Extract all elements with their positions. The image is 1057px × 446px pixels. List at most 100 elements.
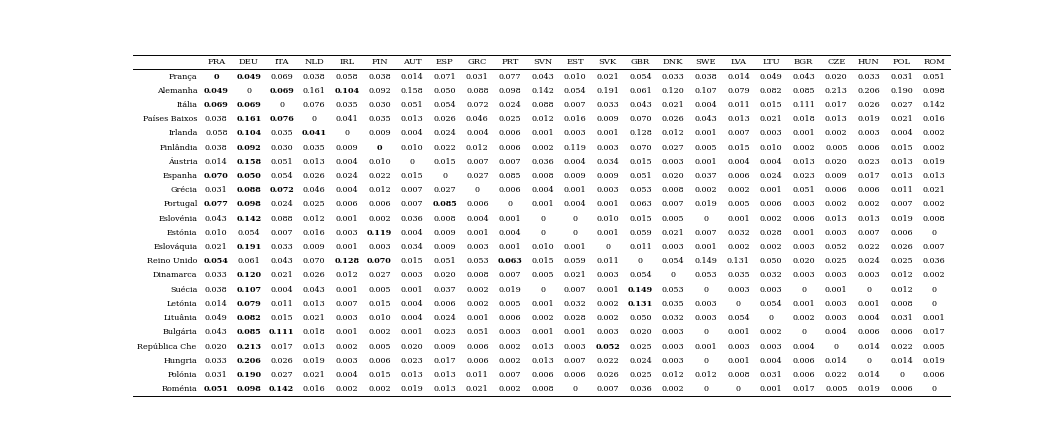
Text: 0.206: 0.206 xyxy=(857,87,880,95)
Text: 0.011: 0.011 xyxy=(890,186,913,194)
Text: 0.019: 0.019 xyxy=(857,385,880,393)
Text: 0: 0 xyxy=(573,385,578,393)
Text: 0.010: 0.010 xyxy=(368,158,391,166)
Text: 0.007: 0.007 xyxy=(564,357,587,365)
Text: 0.006: 0.006 xyxy=(727,172,749,180)
Text: 0.030: 0.030 xyxy=(368,101,391,109)
Text: 0.006: 0.006 xyxy=(760,200,782,208)
Text: 0.012: 0.012 xyxy=(890,286,913,293)
Text: 0: 0 xyxy=(931,229,937,237)
Text: 0.085: 0.085 xyxy=(237,328,261,336)
Text: 0.001: 0.001 xyxy=(694,129,717,137)
Text: 0: 0 xyxy=(931,300,937,308)
Text: 0.119: 0.119 xyxy=(367,229,392,237)
Text: Lituânia: Lituânia xyxy=(164,314,198,322)
Text: 0.035: 0.035 xyxy=(368,115,391,123)
Text: 0.015: 0.015 xyxy=(271,314,293,322)
Text: 0.082: 0.082 xyxy=(760,87,782,95)
Text: 0.003: 0.003 xyxy=(368,243,391,251)
Text: 0.009: 0.009 xyxy=(303,243,326,251)
Text: 0.003: 0.003 xyxy=(727,286,749,293)
Text: 0.054: 0.054 xyxy=(629,73,652,81)
Text: 0.003: 0.003 xyxy=(662,243,685,251)
Text: 0.024: 0.024 xyxy=(271,200,293,208)
Text: 0.003: 0.003 xyxy=(596,144,619,152)
Text: 0.038: 0.038 xyxy=(368,73,391,81)
Text: 0.022: 0.022 xyxy=(824,371,848,379)
Text: 0.023: 0.023 xyxy=(433,328,456,336)
Text: 0.077: 0.077 xyxy=(499,73,521,81)
Text: 0.043: 0.043 xyxy=(302,286,326,293)
Text: 0.079: 0.079 xyxy=(237,300,261,308)
Text: 0.020: 0.020 xyxy=(662,172,685,180)
Text: 0.002: 0.002 xyxy=(923,272,945,280)
Text: 0: 0 xyxy=(703,328,708,336)
Text: 0.012: 0.012 xyxy=(368,186,391,194)
Text: 0.009: 0.009 xyxy=(596,172,619,180)
Text: 0.131: 0.131 xyxy=(628,300,653,308)
Text: 0: 0 xyxy=(279,101,284,109)
Text: 0.001: 0.001 xyxy=(335,215,358,223)
Text: 0.003: 0.003 xyxy=(694,300,717,308)
Text: 0.008: 0.008 xyxy=(532,172,554,180)
Text: 0.006: 0.006 xyxy=(335,200,358,208)
Text: 0.015: 0.015 xyxy=(532,257,554,265)
Text: 0.092: 0.092 xyxy=(368,87,391,95)
Text: 0.005: 0.005 xyxy=(826,144,848,152)
Text: 0.008: 0.008 xyxy=(466,272,488,280)
Text: 0.003: 0.003 xyxy=(793,243,815,251)
Text: 0.004: 0.004 xyxy=(890,129,913,137)
Text: 0: 0 xyxy=(376,144,383,152)
Text: 0.104: 0.104 xyxy=(334,87,359,95)
Text: 0.038: 0.038 xyxy=(205,115,227,123)
Text: 0.001: 0.001 xyxy=(401,328,424,336)
Text: 0: 0 xyxy=(573,215,578,223)
Text: 0.012: 0.012 xyxy=(890,272,913,280)
Text: 0.001: 0.001 xyxy=(694,343,717,351)
Text: 0.020: 0.020 xyxy=(401,343,424,351)
Text: FIN: FIN xyxy=(371,58,388,66)
Text: 0.001: 0.001 xyxy=(793,129,815,137)
Text: 0.213: 0.213 xyxy=(237,343,261,351)
Text: 0.012: 0.012 xyxy=(335,272,358,280)
Text: 0.058: 0.058 xyxy=(205,129,227,137)
Text: 0.031: 0.031 xyxy=(890,73,913,81)
Text: 0.033: 0.033 xyxy=(205,357,227,365)
Text: 0.006: 0.006 xyxy=(368,357,391,365)
Text: 0.051: 0.051 xyxy=(466,328,488,336)
Text: SWE: SWE xyxy=(696,58,716,66)
Text: 0.013: 0.013 xyxy=(433,385,456,393)
Text: 0.050: 0.050 xyxy=(760,257,782,265)
Text: 0.043: 0.043 xyxy=(629,101,652,109)
Text: 0.017: 0.017 xyxy=(793,385,815,393)
Text: 0.085: 0.085 xyxy=(432,200,457,208)
Text: 0: 0 xyxy=(801,328,806,336)
Text: 0.072: 0.072 xyxy=(466,101,488,109)
Text: 0.027: 0.027 xyxy=(662,144,685,152)
Text: 0.015: 0.015 xyxy=(401,172,424,180)
Text: 0.010: 0.010 xyxy=(564,73,587,81)
Text: 0.049: 0.049 xyxy=(760,73,782,81)
Text: 0.006: 0.006 xyxy=(890,385,913,393)
Text: 0.002: 0.002 xyxy=(760,215,782,223)
Text: 0.002: 0.002 xyxy=(824,129,848,137)
Text: 0.076: 0.076 xyxy=(303,101,326,109)
Text: 0.002: 0.002 xyxy=(923,200,945,208)
Text: 0.058: 0.058 xyxy=(335,73,358,81)
Text: 0.054: 0.054 xyxy=(271,172,293,180)
Text: 0.011: 0.011 xyxy=(466,371,488,379)
Text: 0.054: 0.054 xyxy=(433,101,456,109)
Text: 0.004: 0.004 xyxy=(760,158,782,166)
Text: 0.008: 0.008 xyxy=(923,215,945,223)
Text: 0.063: 0.063 xyxy=(498,257,522,265)
Text: 0: 0 xyxy=(246,87,252,95)
Text: 0.019: 0.019 xyxy=(302,357,326,365)
Text: 0.003: 0.003 xyxy=(335,314,358,322)
Text: 0.002: 0.002 xyxy=(596,300,619,308)
Text: 0.003: 0.003 xyxy=(857,129,880,137)
Text: 0.018: 0.018 xyxy=(303,328,326,336)
Text: 0.022: 0.022 xyxy=(596,357,619,365)
Text: 0.013: 0.013 xyxy=(302,343,326,351)
Text: 0.004: 0.004 xyxy=(401,300,424,308)
Text: 0.022: 0.022 xyxy=(433,144,456,152)
